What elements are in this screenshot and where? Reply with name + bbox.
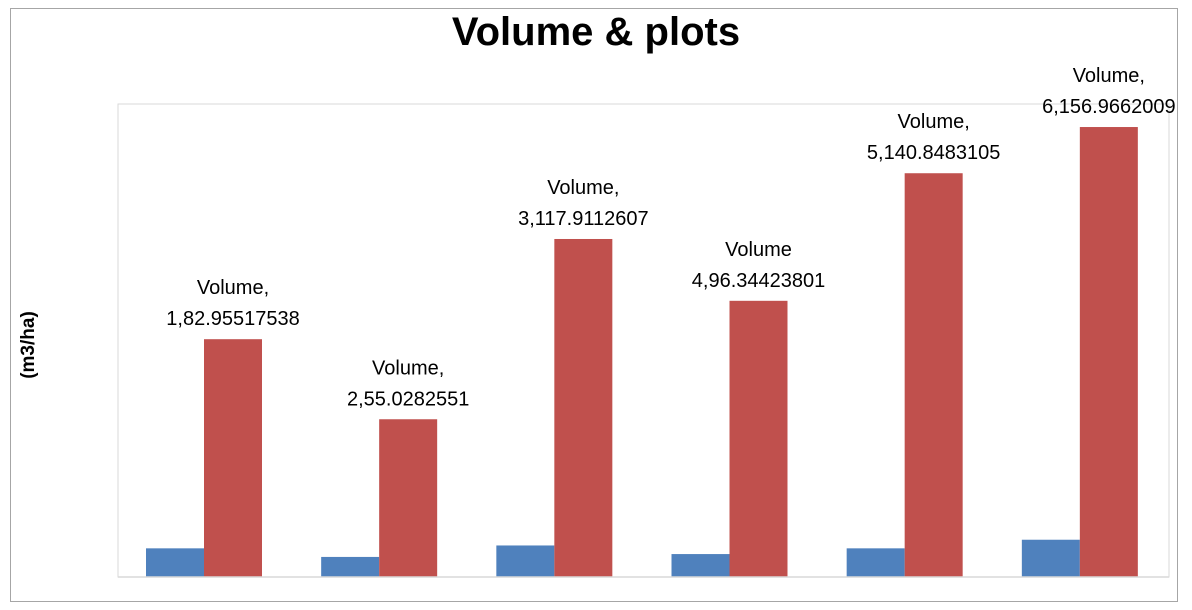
data-label-line: 6,156.9662009 [1042, 96, 1175, 118]
data-label-line: Volume, [898, 111, 970, 133]
data-label-line: Volume, [1073, 65, 1145, 87]
red-bar-2 [379, 419, 438, 577]
data-label-line: 3,117.9112607 [518, 208, 649, 230]
plot-area [117, 103, 1170, 578]
data-label-6: Volume, 6,156.9662009 [1042, 65, 1175, 118]
blue-bar-1 [146, 548, 204, 577]
data-label-line: 2,55.0282551 [347, 388, 469, 410]
data-label-line: 1,82.95517538 [166, 308, 299, 330]
data-label-line: Volume, [372, 357, 444, 379]
blue-bar-5 [846, 548, 905, 577]
blue-bar-2 [321, 556, 380, 577]
data-label-3: Volume, 3,117.9112607 [518, 177, 649, 230]
data-label-1: Volume, 1,82.95517538 [166, 277, 299, 330]
data-label-line: 5,140.8483105 [867, 142, 1000, 164]
data-label-line: Volume [725, 239, 792, 261]
blue-bar-3 [496, 545, 555, 577]
data-label-4: Volume 4,96.34423801 [692, 239, 825, 292]
data-label-line: Volume, [547, 177, 619, 199]
data-label-line: 4,96.34423801 [692, 270, 825, 292]
red-bar-1 [204, 339, 262, 577]
red-bar-5 [904, 173, 963, 577]
blue-bar-4 [671, 554, 730, 577]
data-label-5: Volume, 5,140.8483105 [867, 111, 1000, 164]
data-label-2: Volume, 2,55.0282551 [347, 357, 469, 410]
red-bar-4 [729, 300, 788, 577]
red-bar-6 [1079, 127, 1138, 578]
data-label-line: Volume, [197, 277, 269, 299]
red-bar-3 [554, 238, 613, 577]
chart-title: Volume & plots [451, 10, 741, 54]
blue-bar-6 [1021, 539, 1080, 577]
